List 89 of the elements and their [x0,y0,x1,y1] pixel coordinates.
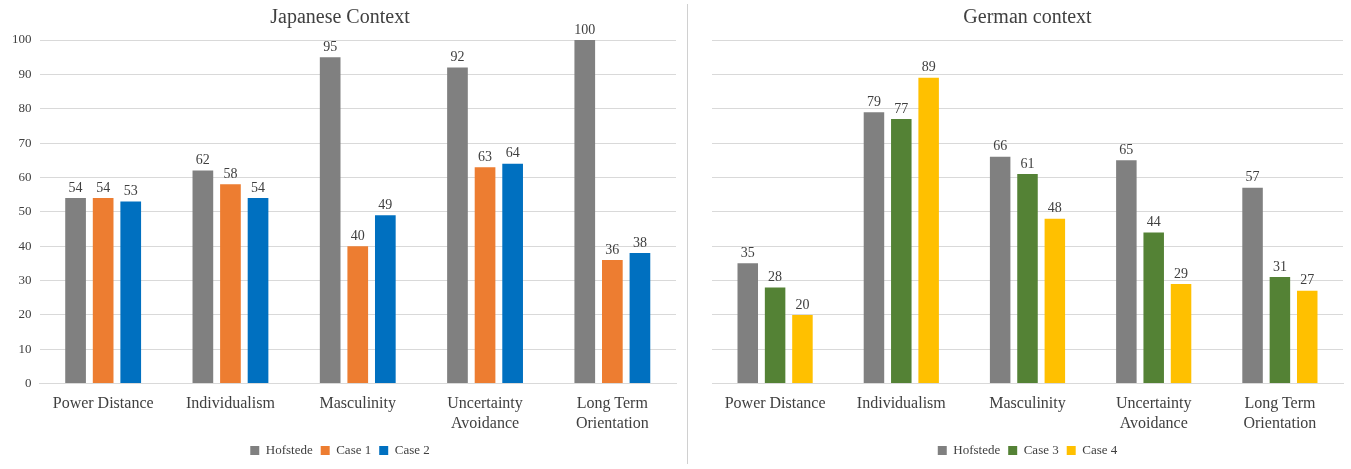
bar [120,201,142,384]
bar [347,246,369,384]
data-label: 44 [1146,214,1161,230]
x-tick-label: Individualism [856,394,947,412]
x-tick-label: Uncertainty Avoidance [447,394,523,431]
y-tick-label: 100 [12,31,32,47]
x-tick-label: Individualism [186,394,276,412]
legend-label: Case 2 [394,441,430,457]
bar [319,57,341,384]
bar [502,163,523,384]
bar [1116,160,1137,384]
x-tick-label: Uncertainty Avoidance [1115,394,1192,431]
bar [1242,187,1263,384]
y-tick-label: 80 [18,100,32,116]
y-tick-label: 50 [18,203,32,219]
y-tick-label: 40 [18,237,32,253]
data-label: 36 [605,241,620,257]
data-label: 77 [894,100,909,116]
chart-title: Japanese Context [270,5,411,29]
bar [1044,218,1066,384]
legend-label: Hofstede [265,441,313,457]
legend-label: Hofstede [953,441,1001,457]
data-label: 100 [574,21,596,37]
bar [92,198,114,384]
legend-label: Case 1 [336,441,372,457]
bar [374,215,396,384]
bar [474,167,496,384]
data-label: 49 [378,196,393,212]
legend-label: Case 4 [1082,441,1118,457]
y-tick-label: 90 [18,65,32,81]
bar [192,170,214,384]
data-label: 57 [1245,169,1260,185]
data-label: 35 [740,245,755,261]
bar [1296,290,1318,384]
bar [629,253,651,384]
bar [1170,283,1192,384]
y-tick-label: 20 [18,306,32,322]
bar [891,119,912,384]
bar [65,198,86,384]
bar [1017,174,1038,384]
data-label: 89 [921,59,936,75]
x-tick-label: Power Distance [52,394,154,412]
data-label: 79 [866,93,881,109]
data-label: 29 [1174,265,1189,281]
bar [574,40,596,384]
bar [220,184,241,384]
x-tick-label: Masculinity [989,394,1066,413]
data-label: 48 [1047,200,1062,216]
data-label: 40 [350,227,365,243]
bar [792,314,813,384]
data-label: 65 [1119,141,1134,157]
bar [989,156,1011,384]
y-tick-label: 60 [18,168,32,184]
y-tick-label: 30 [18,271,32,287]
bar [447,67,468,384]
x-tick-label: Masculinity [319,394,396,413]
data-label: 54 [251,179,266,195]
x-tick-label: Power Distance [724,394,826,412]
data-label: 20 [795,296,810,312]
data-label: 63 [478,148,493,164]
data-label: 62 [195,152,210,168]
y-tick-label: 70 [18,134,32,150]
data-label: 66 [993,138,1008,154]
bar [602,259,623,384]
data-label: 28 [768,269,783,285]
bar [1269,277,1291,384]
x-tick-label: Long Term Orientation [1243,394,1317,431]
data-label: 38 [632,234,647,250]
data-label: 27 [1300,272,1315,288]
x-tick-label: Long Term Orientation [575,394,649,431]
bar [863,112,885,384]
data-label: 54 [68,179,83,195]
y-tick-label: 10 [18,340,32,356]
bar [737,263,759,384]
data-label: 58 [223,165,238,181]
data-label: 54 [96,179,111,195]
data-label: 64 [505,145,520,161]
data-label: 92 [450,49,465,65]
data-label: 61 [1020,155,1035,171]
chart-title: German context [963,5,1093,28]
legend-label: Case 3 [1023,441,1059,457]
data-label: 31 [1272,258,1287,274]
data-label: 53 [123,183,138,199]
bar [918,77,939,384]
data-label: 95 [323,38,338,54]
bar [247,198,269,384]
bar [1143,232,1164,384]
bar [764,287,786,384]
y-tick-label: 0 [25,375,32,391]
